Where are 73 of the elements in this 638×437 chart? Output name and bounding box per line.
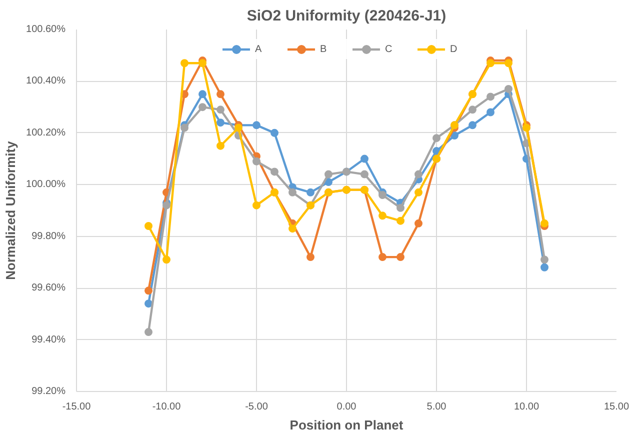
point [288,188,296,196]
legend-label: D [450,44,458,54]
point [486,92,494,101]
point [180,124,188,132]
point [252,121,260,130]
x-tick-label: 10.00 [514,402,540,412]
point [414,219,422,228]
x-tick-label: 0.00 [336,402,357,412]
legend-label: C [385,44,394,54]
point [504,59,512,68]
y-tick-label: 100.60% [26,24,66,35]
legend-label: A [255,44,263,54]
point [216,142,224,150]
point [252,201,260,210]
point [162,201,170,210]
point [144,300,152,308]
point [288,224,296,233]
chart-title: SiO2 Uniformity (220426-J1) [246,8,446,24]
point [450,132,458,140]
point [468,121,476,130]
y-tick-label: 100.40% [26,76,66,87]
x-tick-label: -10.00 [152,402,182,412]
point [144,286,152,295]
x-tick-label: 5.00 [426,402,447,412]
point [180,59,188,68]
point [198,59,206,68]
point [270,168,278,176]
point [144,328,152,336]
legend-label: B [320,44,328,54]
point [486,59,494,68]
point [396,216,404,225]
y-tick-label: 99.80% [32,230,66,242]
point [414,170,422,178]
y-tick-label: 99.60% [32,282,66,294]
point [396,253,404,262]
x-tick-label: 15.00 [604,402,630,412]
point [504,84,512,93]
point [324,178,332,186]
point [396,204,404,212]
point [216,106,224,114]
point [252,157,260,166]
point [378,190,386,199]
y-axis-title: Normalized Uniformity [3,140,18,280]
point [540,256,548,264]
x-tick-label: -15.00 [62,402,92,412]
point [540,219,548,228]
point [432,134,440,142]
point [270,128,278,137]
point [324,170,332,178]
point [162,256,170,264]
point [378,253,386,262]
point [306,253,314,262]
point [198,90,206,98]
point [306,188,314,196]
point [414,188,422,196]
y-tick-label: 100.20% [26,127,66,138]
point [486,108,494,116]
point [216,118,224,127]
x-tick-label: -5.00 [245,402,268,412]
point [144,222,152,230]
point [468,106,476,114]
x-axis-title: Position on Planet [290,418,404,432]
y-tick-label: 99.20% [32,386,66,397]
point [360,170,368,178]
point [216,90,224,98]
point [360,154,368,163]
y-tick-label: 100.00% [26,179,66,190]
point [522,124,530,132]
point [198,103,206,112]
y-tick-label: 99.40% [32,334,66,346]
point [540,263,548,272]
point [234,124,242,132]
point [378,212,386,220]
